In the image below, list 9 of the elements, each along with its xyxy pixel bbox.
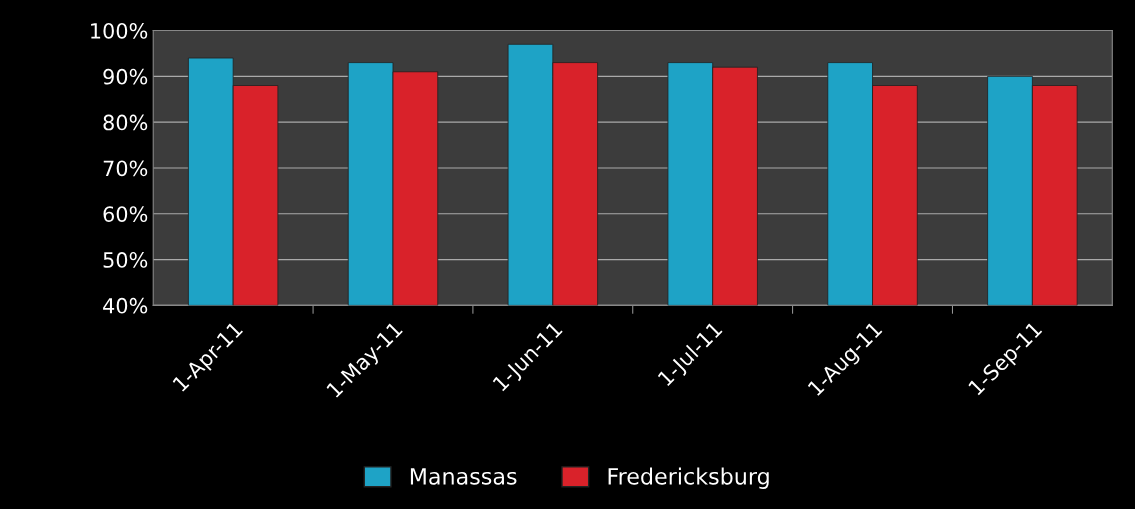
legend-label: Manassas bbox=[410, 468, 517, 485]
y-tick-label: 70% bbox=[103, 160, 148, 177]
y-tick-label: 50% bbox=[103, 252, 148, 268]
y-tick-label: 100% bbox=[91, 22, 148, 39]
y-tick-label: 90% bbox=[103, 68, 148, 85]
y-tick-label: 80% bbox=[103, 114, 148, 131]
legend-label: Fredericksburg bbox=[608, 467, 769, 489]
y-tick-label: 60% bbox=[103, 206, 148, 222]
y-tick-label: 40% bbox=[103, 297, 148, 314]
